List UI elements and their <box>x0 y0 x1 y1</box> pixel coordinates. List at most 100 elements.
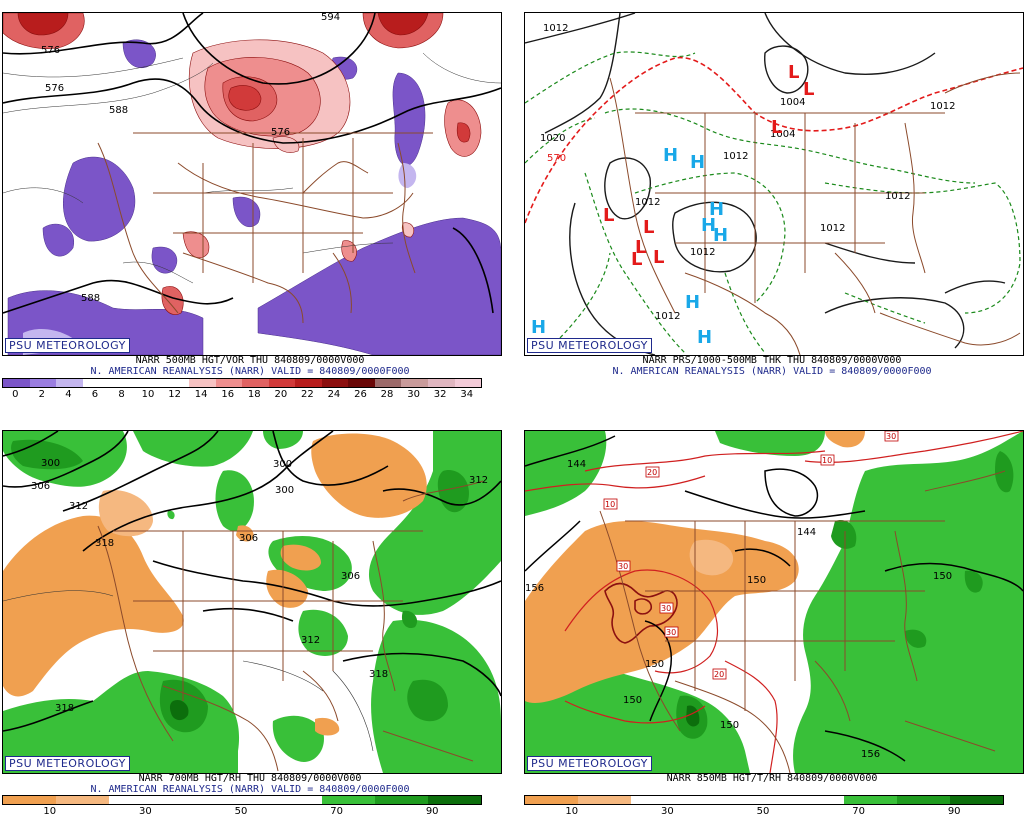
colorbar-swatch <box>162 379 189 387</box>
colorbar-swatch <box>427 796 481 804</box>
colorbar <box>524 795 1004 805</box>
colorbar-tick-label: 12 <box>168 389 181 400</box>
psu-meteorology-badge: PSU METEOROLOGY <box>5 338 130 353</box>
colorbar <box>2 795 482 805</box>
isobar-label: 1012 <box>930 101 955 112</box>
colorbar-swatch <box>215 796 269 804</box>
contour-label: 150 <box>933 571 952 582</box>
colorbar-swatch <box>428 379 455 387</box>
high-pressure-marker: H <box>663 145 678 166</box>
panel-subtitle: N. AMERICAN REANALYSIS (NARR) VALID = 84… <box>612 366 932 377</box>
colorbar-tick-label: 30 <box>407 389 420 400</box>
high-pressure-marker: H <box>709 199 724 220</box>
colorbar-tick-label: 16 <box>221 389 235 400</box>
colorbar-swatch <box>321 379 349 387</box>
colorbar-swatch <box>82 379 110 387</box>
contour-label: 150 <box>720 720 739 731</box>
colorbar-tick-label: 20 <box>274 389 288 400</box>
colorbar-swatch <box>525 796 579 804</box>
contour-label: 318 <box>95 538 114 549</box>
contour-label: 150 <box>645 659 664 670</box>
contour-label: 576 <box>45 83 64 94</box>
temperature-label: 20 <box>714 670 724 679</box>
panel-850mb-temperature-humidity: 144 156 144 150 150 150 150 156 150 10 2… <box>522 418 1024 818</box>
isobar-label: 1012 <box>690 247 715 258</box>
contour-label: 312 <box>69 501 88 512</box>
isobar-label: 1012 <box>885 191 910 202</box>
contour-label: 144 <box>797 527 816 538</box>
isobar-label: 1012 <box>655 311 680 322</box>
colorbar-tick-label: 2 <box>38 389 46 400</box>
colorbar-tick-label: 34 <box>460 389 474 400</box>
contour-label: 144 <box>567 459 586 470</box>
map-500mb-vorticity: 594 576 588 588 576 576 PSU METEOROLOGY <box>2 12 502 356</box>
panel-subtitle: N. AMERICAN REANALYSIS (NARR) VALID = 84… <box>90 366 410 377</box>
contour-label: 576 <box>41 45 60 56</box>
temperature-humidity-field: 144 156 144 150 150 150 150 156 150 10 2… <box>525 431 1023 773</box>
contour-label: 312 <box>469 475 488 486</box>
colorbar-swatch <box>268 796 322 804</box>
colorbar-tick-label: 50 <box>234 806 248 817</box>
colorbar-tick-label: 70 <box>852 806 865 817</box>
contour-label: 300 <box>273 459 292 470</box>
colorbar-swatch <box>843 796 897 804</box>
colorbar-tick-label: 50 <box>756 806 770 817</box>
colorbar-tick-label: 22 <box>301 389 314 400</box>
colorbar-tick-label: 8 <box>118 389 125 400</box>
contour-label: 156 <box>525 583 544 594</box>
high-pressure-marker: H <box>701 215 716 236</box>
colorbar-swatch <box>135 379 163 387</box>
colorbar-ticks: 0 2 4 6 8 10 12 14 16 18 20 22 24 26 28 30 32 34 <box>2 389 480 400</box>
colorbar-tick-label: 10 <box>141 389 155 400</box>
colorbar-swatch <box>29 379 57 387</box>
colorbar-swatch <box>737 796 791 804</box>
colorbar-swatch <box>162 796 216 804</box>
isobar-label: 1004 <box>780 97 805 108</box>
map-850mb-temperature-humidity: 144 156 144 150 150 150 150 156 150 10 2… <box>524 430 1024 774</box>
temperature-label: 30 <box>618 562 628 571</box>
colorbar-swatch <box>109 796 163 804</box>
contour-label: 306 <box>31 481 50 492</box>
contour-label: 300 <box>275 485 294 496</box>
colorbar-swatch <box>188 379 216 387</box>
contour-label: 318 <box>369 669 388 680</box>
contour-label: 588 <box>109 105 128 116</box>
contour-label: 150 <box>623 695 642 706</box>
panel-title: NARR 850MB HGT/T/RH 840809/0000V000 <box>666 773 878 784</box>
high-pressure-marker: H <box>531 317 546 338</box>
high-pressure-marker: H <box>713 225 728 246</box>
panel-500mb-vorticity: 594 576 588 588 576 576 PSU METEOROLOGY … <box>0 0 502 400</box>
low-pressure-marker: L <box>771 117 782 138</box>
colorbar-tick-label: 90 <box>425 806 439 817</box>
low-pressure-marker: L <box>603 205 614 226</box>
colorbar-swatch <box>578 796 632 804</box>
isobar-label: 1012 <box>635 197 660 208</box>
low-pressure-marker: L <box>653 247 664 268</box>
colorbar-ticks: 10 30 50 70 90 <box>2 806 480 817</box>
contour-label: 156 <box>861 749 880 760</box>
colorbar-swatch <box>684 796 738 804</box>
colorbar-tick-label: 6 <box>91 389 99 400</box>
map-pressure-thickness: 1012 1020 1004 1004 1012 1012 1012 1012 … <box>524 12 1024 356</box>
colorbar-swatch <box>56 796 110 804</box>
isobar-label: 1020 <box>540 133 565 144</box>
thickness-label: 570 <box>547 153 566 164</box>
psu-meteorology-badge: PSU METEOROLOGY <box>5 756 130 771</box>
contour-label: 318 <box>55 703 74 714</box>
colorbar-swatch <box>348 379 375 387</box>
panel-sea-level-pressure: 1012 1020 1004 1004 1012 1012 1012 1012 … <box>522 0 1024 400</box>
vorticity-field: 594 576 588 588 576 576 <box>3 13 501 355</box>
contour-label: 588 <box>81 293 100 304</box>
isobar-label: 1004 <box>770 129 795 140</box>
colorbar-tick-label: 28 <box>380 389 394 400</box>
colorbar-tick-label: 18 <box>247 389 261 400</box>
panel-subtitle: N. AMERICAN REANALYSIS (NARR) VALID = 84… <box>90 784 410 795</box>
contour-label: 300 <box>41 458 60 469</box>
colorbar-swatch <box>401 379 428 387</box>
colorbar-tick-label: 70 <box>330 806 343 817</box>
contour-label: 150 <box>747 575 766 586</box>
psu-meteorology-badge: PSU METEOROLOGY <box>527 756 652 771</box>
contour-label: 576 <box>271 127 290 138</box>
colorbar-swatch <box>374 796 428 804</box>
low-pressure-marker: L <box>788 62 799 83</box>
